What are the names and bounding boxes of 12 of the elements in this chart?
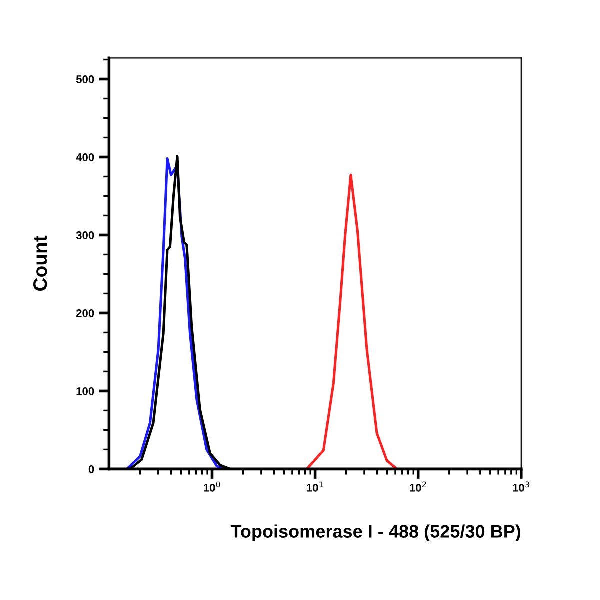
- x-tick-label: 10$^{0}$: [204, 482, 220, 492]
- y-axis-title: Count: [33, 236, 48, 291]
- y-tick-label: 100: [76, 387, 94, 396]
- y-tick-label: 200: [76, 309, 94, 318]
- y-tick-label: 0: [88, 465, 94, 474]
- y-tick-label: 500: [76, 76, 94, 84]
- x-tick-label: 10$^{3}$: [513, 482, 530, 492]
- x-tick-label: 10$^{1}$: [307, 482, 324, 492]
- y-tick-label: 400: [76, 154, 94, 162]
- x-axis-title: Topoisomerase I - 488 (525/30 BP): [230, 524, 521, 542]
- y-tick-label: 300: [76, 232, 94, 240]
- x-tick-label: 10$^{2}$: [410, 482, 426, 492]
